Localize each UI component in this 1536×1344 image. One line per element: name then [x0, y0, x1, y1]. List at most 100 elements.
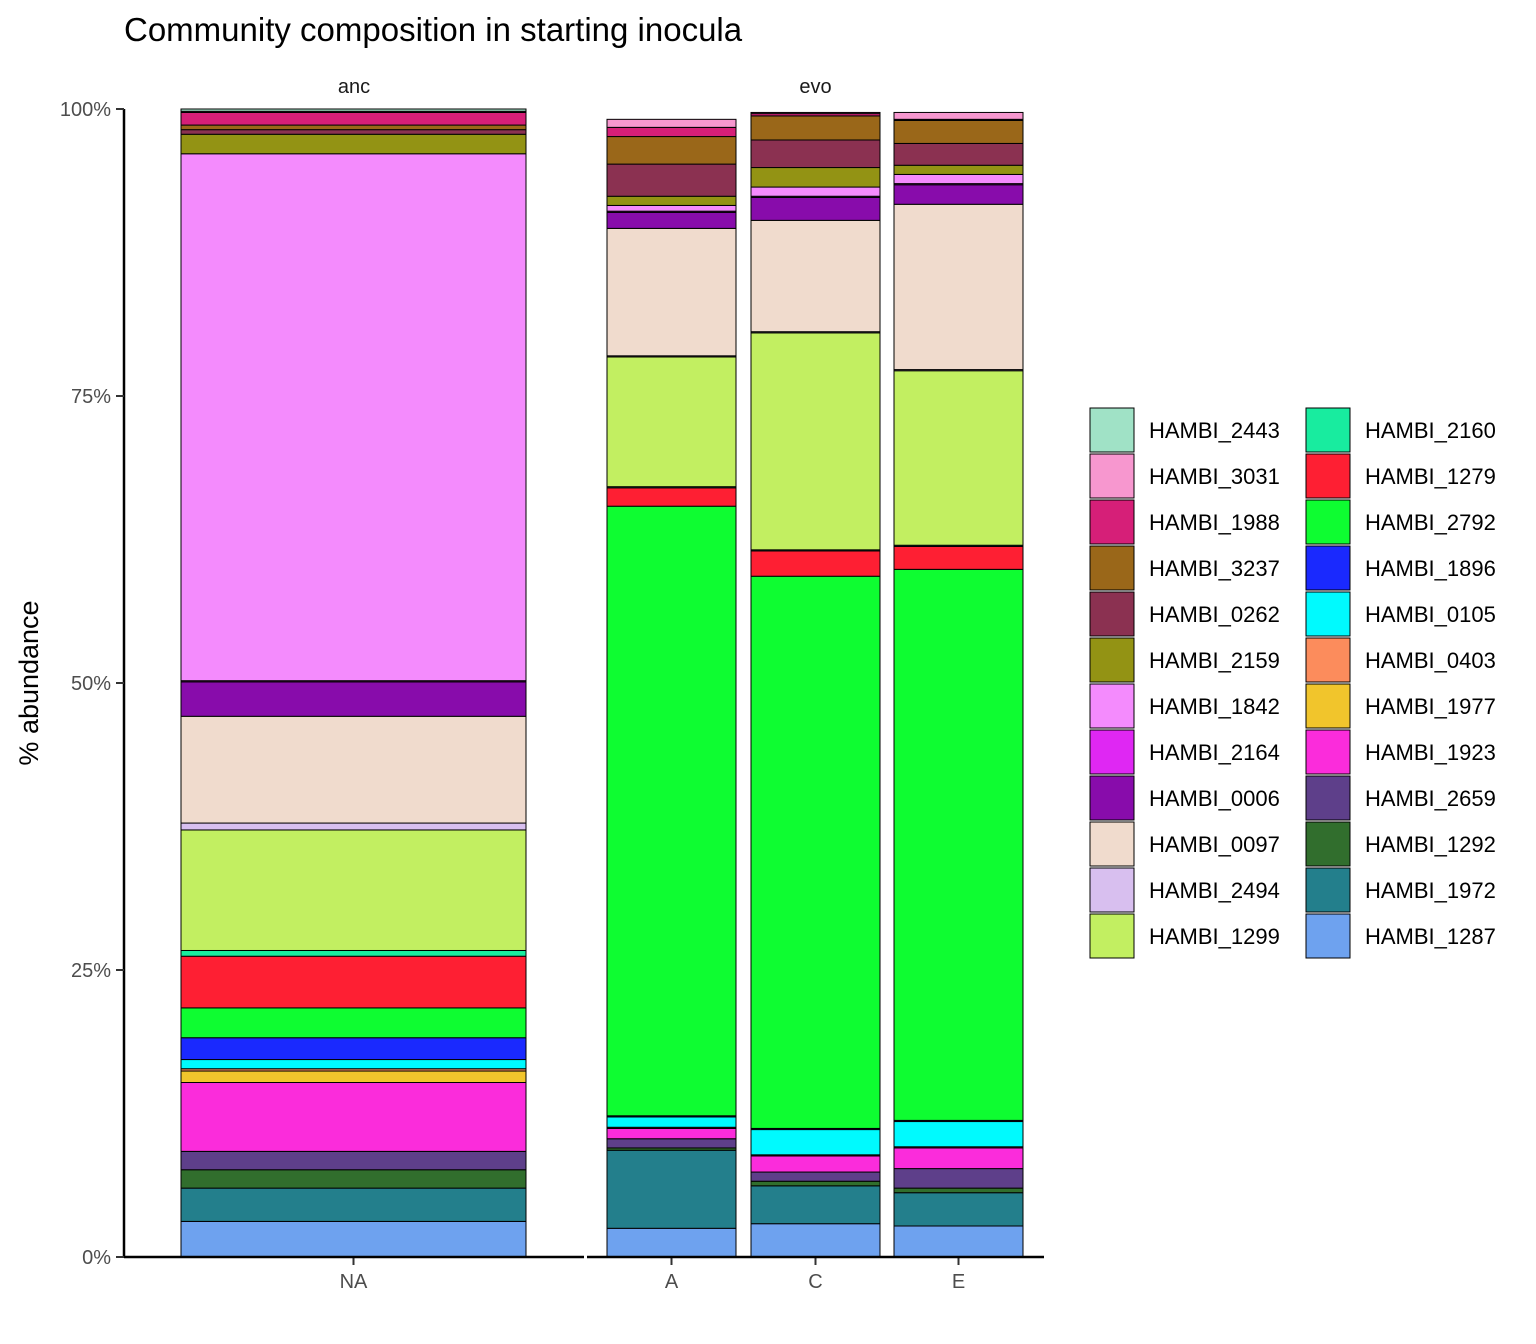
legend-label: HAMBI_3237 [1149, 556, 1280, 581]
bar-segment-hambi-1988 [606, 126, 737, 138]
bar-segment-hambi-0006 [750, 196, 881, 221]
bar-segment-hambi-0006 [180, 681, 527, 717]
x-tick-label: A [665, 1271, 679, 1293]
legend-label: HAMBI_3031 [1149, 464, 1280, 489]
legend-label: HAMBI_2494 [1149, 878, 1280, 903]
legend-swatch [1089, 821, 1135, 867]
legend-item-hambi-0403: HAMBI_0403 [1305, 637, 1496, 683]
legend-label: HAMBI_1842 [1149, 694, 1280, 719]
legend-item-hambi-0006: HAMBI_0006 [1089, 775, 1280, 821]
legend-item-hambi-2792: HAMBI_2792 [1305, 499, 1496, 545]
legend-item-hambi-1972: HAMBI_1972 [1305, 867, 1496, 913]
legend-item-hambi-1988: HAMBI_1988 [1089, 499, 1280, 545]
legend-swatch [1089, 683, 1135, 729]
bar-segment-hambi-2160 [180, 949, 527, 957]
bar-a [606, 118, 737, 1258]
facet-strip-label: evo [799, 76, 831, 98]
bar-segment-hambi-2792 [750, 575, 881, 1129]
y-tick-label: 50% [71, 673, 111, 695]
legend-label: HAMBI_0403 [1365, 648, 1496, 673]
facet-anc: anc NA [124, 76, 584, 1293]
bar-segment-hambi-0105 [893, 1121, 1024, 1148]
bar-segment-hambi-2659 [180, 1150, 527, 1171]
legend-swatch [1305, 499, 1351, 545]
bar-segment-hambi-0097 [606, 227, 737, 357]
legend-label: HAMBI_2659 [1365, 786, 1496, 811]
legend-item-hambi-2160: HAMBI_2160 [1305, 407, 1496, 453]
bar-na [180, 108, 527, 1258]
bar-segment-hambi-1292 [893, 1187, 1024, 1194]
legend-swatch [1089, 499, 1135, 545]
bar-segment-hambi-1292 [750, 1180, 881, 1187]
bar-segment-hambi-0262 [180, 129, 527, 135]
bar-segment-hambi-3031 [606, 118, 737, 128]
bar-segment-hambi-1972 [750, 1185, 881, 1225]
legend-swatch [1305, 407, 1351, 453]
legend-item-hambi-3031: HAMBI_3031 [1089, 453, 1280, 499]
y-tick-label: 75% [71, 386, 111, 408]
legend-label: HAMBI_0006 [1149, 786, 1280, 811]
bar-segment-hambi-1299 [750, 332, 881, 551]
bar-segment-hambi-2659 [606, 1138, 737, 1149]
legend-label: HAMBI_0105 [1365, 602, 1496, 627]
legend-swatch [1305, 591, 1351, 637]
bar-segment-hambi-1279 [606, 487, 737, 507]
x-tick-label: C [808, 1271, 822, 1293]
legend-item-hambi-0105: HAMBI_0105 [1305, 591, 1496, 637]
bar-segment-hambi-3237 [180, 124, 527, 131]
bar-segment-hambi-3237 [893, 119, 1024, 144]
bar-segment-hambi-3237 [750, 115, 881, 141]
legend-item-hambi-1287: HAMBI_1287 [1305, 913, 1496, 959]
legend-swatch [1305, 821, 1351, 867]
legend-item-hambi-0262: HAMBI_0262 [1089, 591, 1280, 637]
legend-label: HAMBI_0097 [1149, 832, 1280, 857]
legend-label: HAMBI_1299 [1149, 924, 1280, 949]
legend-item-hambi-1842: HAMBI_1842 [1089, 683, 1280, 729]
bar-segment-hambi-0262 [606, 163, 737, 197]
legend: HAMBI_2443 HAMBI_3031 HAMBI_1988 HAMBI_3237… [1089, 407, 1496, 959]
legend-swatch [1305, 637, 1351, 683]
bar-segment-hambi-2659 [750, 1171, 881, 1182]
legend-label: HAMBI_0262 [1149, 602, 1280, 627]
x-tick-label: E [952, 1271, 965, 1293]
legend-swatch [1305, 545, 1351, 591]
bar-segment-hambi-1287 [180, 1220, 527, 1258]
bar-segment-hambi-1842 [180, 153, 527, 682]
bar-segment-hambi-1287 [606, 1227, 737, 1258]
bar-segment-hambi-2494 [180, 822, 527, 831]
bar-segment-hambi-0097 [893, 203, 1024, 371]
legend-item-hambi-3237: HAMBI_3237 [1089, 545, 1280, 591]
bar-segment-hambi-0006 [893, 184, 1024, 205]
legend-label: HAMBI_1977 [1365, 694, 1496, 719]
bar-segment-hambi-2159 [606, 195, 737, 206]
legend-label: HAMBI_2159 [1149, 648, 1280, 673]
bar-segment-hambi-0262 [750, 139, 881, 169]
bar-segment-hambi-2792 [893, 568, 1024, 1121]
bar-segment-hambi-0097 [750, 219, 881, 333]
bar-segment-hambi-0105 [750, 1129, 881, 1156]
bar-segment-hambi-1299 [180, 829, 527, 951]
bar-segment-hambi-1923 [180, 1082, 527, 1152]
legend-item-hambi-1977: HAMBI_1977 [1305, 683, 1496, 729]
legend-swatch [1089, 729, 1135, 775]
legend-item-hambi-1299: HAMBI_1299 [1089, 913, 1280, 959]
x-tick-label: NA [340, 1271, 368, 1293]
bar-segment-hambi-1287 [893, 1225, 1024, 1258]
facet-strip-label: anc [338, 76, 370, 98]
bar-segment-hambi-1299 [606, 356, 737, 488]
bar-c [750, 111, 881, 1258]
legend-swatch [1089, 453, 1135, 499]
legend-label: HAMBI_2792 [1365, 510, 1496, 535]
bar-segment-hambi-2443 [180, 108, 527, 112]
legend-item-hambi-1279: HAMBI_1279 [1305, 453, 1496, 499]
legend-label: HAMBI_2160 [1365, 418, 1496, 443]
legend-label: HAMBI_2443 [1149, 418, 1280, 443]
y-tick-label: 0% [82, 1247, 111, 1269]
bar-segment-hambi-2159 [180, 133, 527, 155]
legend-swatch [1305, 867, 1351, 913]
legend-swatch [1089, 591, 1135, 637]
bar-segment-hambi-1988 [180, 111, 527, 126]
legend-swatch [1305, 729, 1351, 775]
legend-label: HAMBI_1287 [1365, 924, 1496, 949]
